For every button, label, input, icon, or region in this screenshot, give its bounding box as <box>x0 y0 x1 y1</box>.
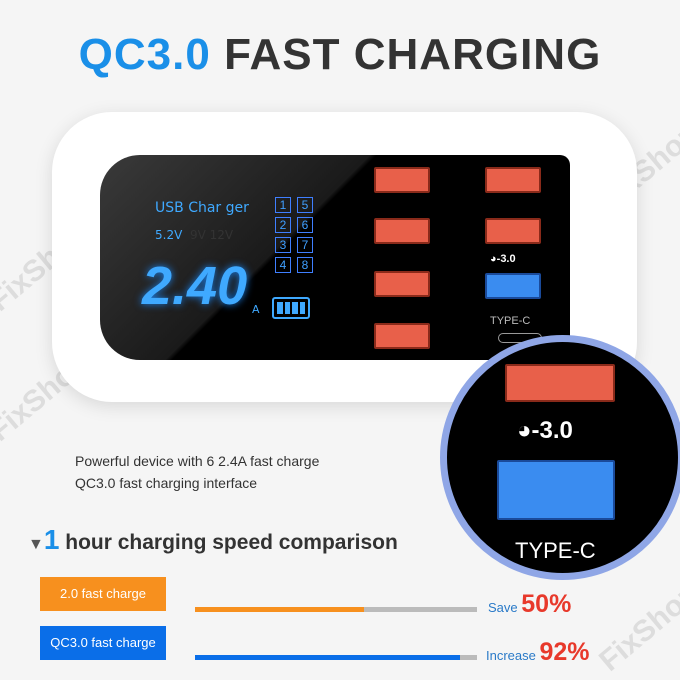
qc-label: ◕-3.0 <box>490 253 516 265</box>
comparison-heading: ▼1 hour charging speed comparison <box>28 524 398 555</box>
port-indicator: 6 <box>297 217 313 233</box>
label-2-0: 2.0 fast charge <box>40 577 166 611</box>
port-indicator: 8 <box>297 257 313 273</box>
qc-usb-port <box>485 273 541 299</box>
progress-fill-qc3 <box>195 655 461 660</box>
port-indicator: 5 <box>297 197 313 213</box>
current-unit: A <box>252 303 260 316</box>
port-indicator: 2 <box>275 217 291 233</box>
port-indicator: 4 <box>275 257 291 273</box>
usb-port <box>505 364 615 402</box>
port-indicator: 7 <box>297 237 313 253</box>
display-brand: USB Char ger <box>155 200 249 216</box>
usb-port <box>485 218 541 244</box>
current-readout: 2.40 <box>142 256 248 316</box>
progress-fill-2-0 <box>195 607 365 612</box>
typec-label: TYPE-C <box>490 315 531 327</box>
usb-port <box>374 323 430 349</box>
watermark: FixShop <box>593 576 680 678</box>
battery-icon <box>272 297 310 319</box>
page-title: QC3.0 FAST CHARGING <box>78 30 602 79</box>
usb-port <box>374 271 430 297</box>
port-indicator: 1 <box>275 197 291 213</box>
progress-track <box>195 607 477 612</box>
magnifier: ◕-3.0 TYPE-C <box>440 335 680 580</box>
usb-port <box>485 167 541 193</box>
result-save: Save 50% <box>488 590 572 618</box>
typec-label: TYPE-C <box>515 538 596 563</box>
label-qc3: QC3.0 fast charge <box>40 626 166 660</box>
description: Powerful device with 6 2.4A fast charge … <box>75 453 320 491</box>
qc-usb-port <box>497 460 615 520</box>
voltage-readout: 5.2V 9V 12V <box>155 228 234 242</box>
port-indicator: 3 <box>275 237 291 253</box>
qc-label: ◕-3.0 <box>517 417 573 444</box>
usb-port <box>374 167 430 193</box>
usb-port <box>374 218 430 244</box>
progress-track <box>195 655 477 660</box>
result-increase: Increase 92% <box>486 638 590 666</box>
